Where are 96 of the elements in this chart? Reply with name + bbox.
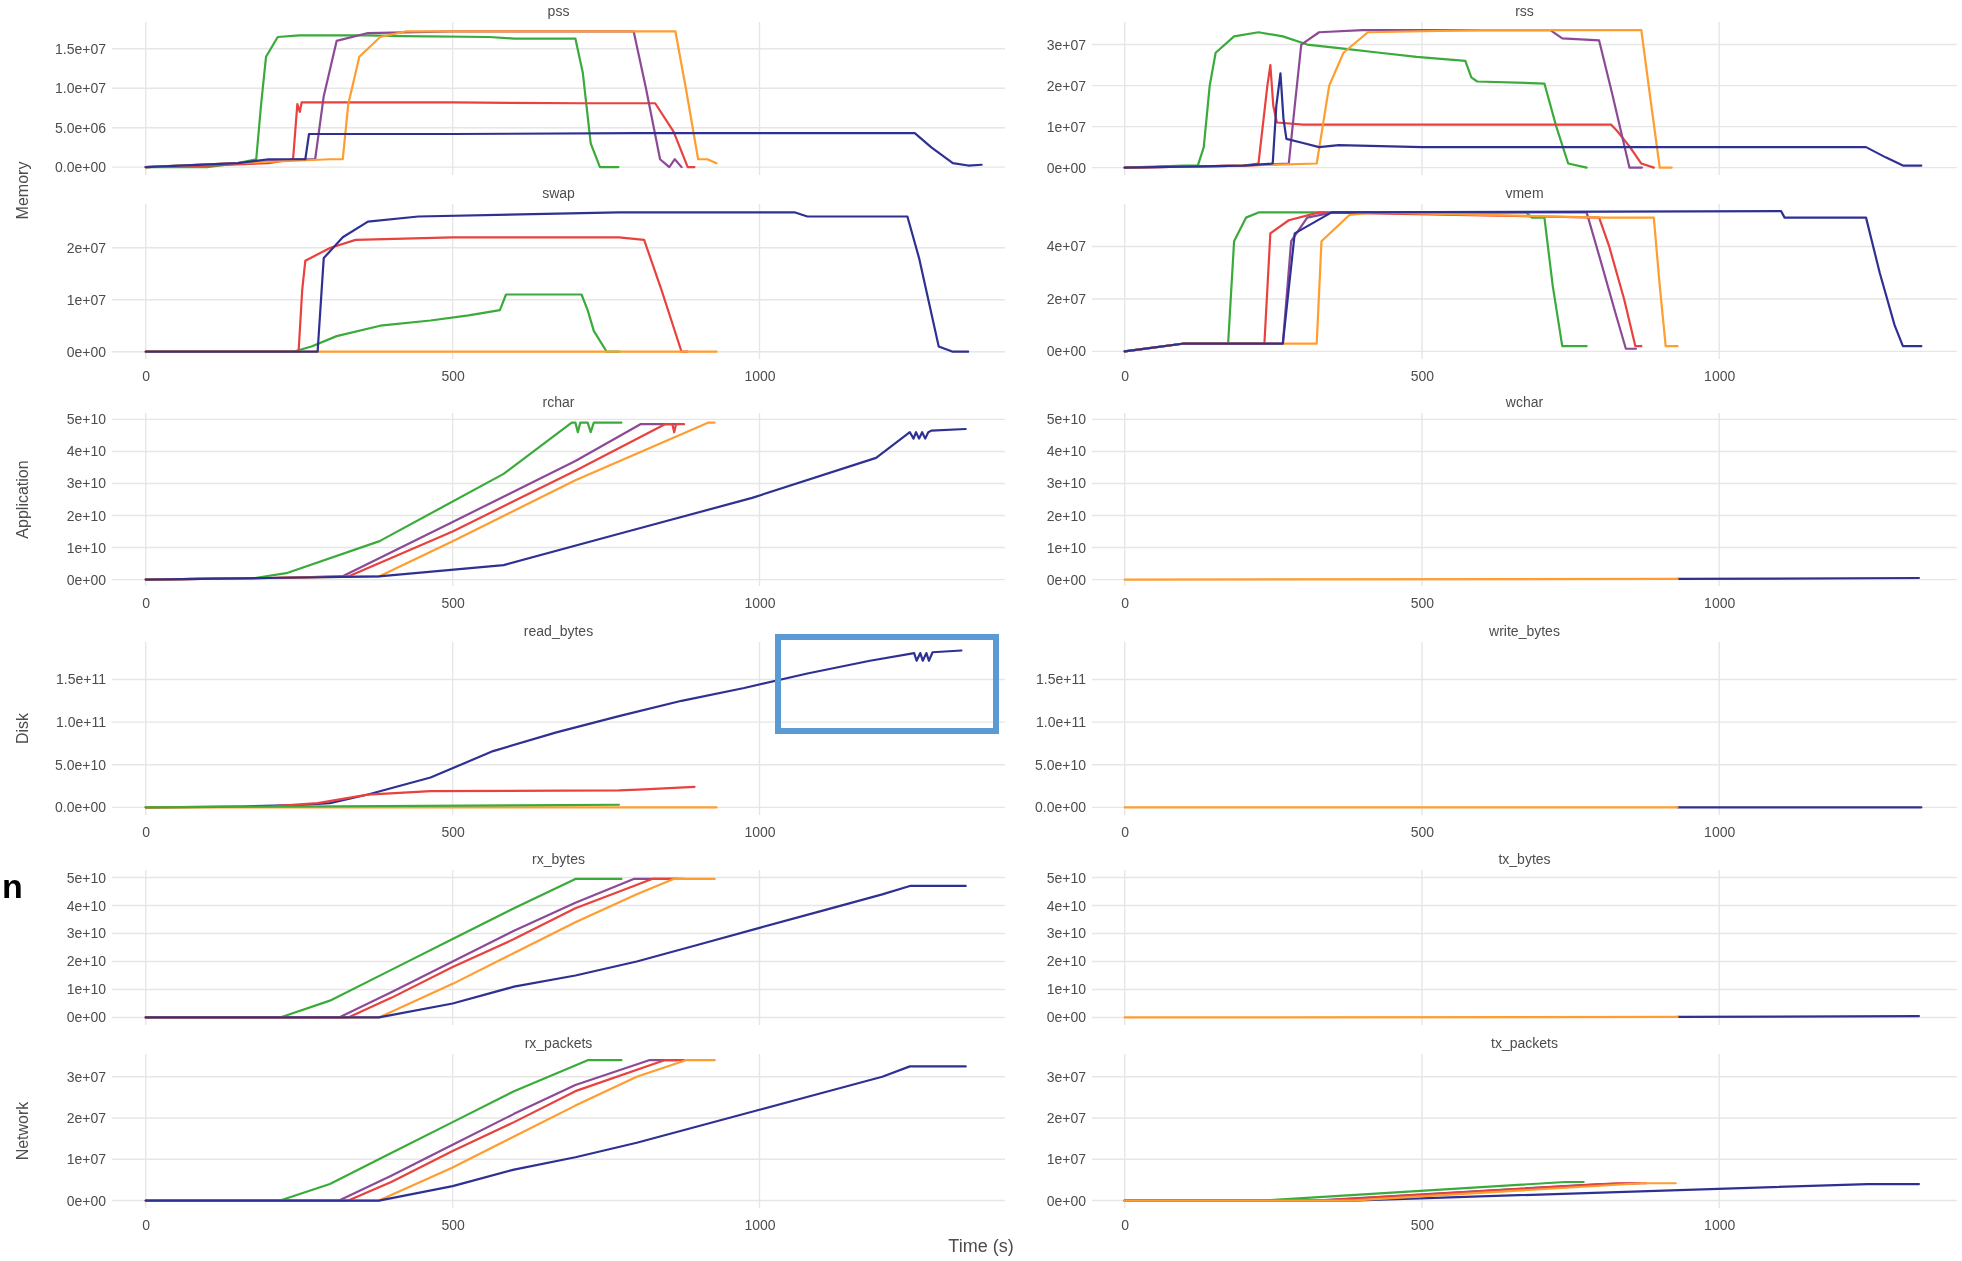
x-tick-label: 1000 xyxy=(744,594,776,611)
chart-title: read_bytes xyxy=(523,623,594,639)
y-tick-label: 0e+00 xyxy=(1046,343,1087,360)
x-tick-label: 500 xyxy=(441,1216,466,1233)
chart-title: rss xyxy=(1515,3,1534,19)
x-tick-label: 0 xyxy=(142,1216,151,1233)
chart-title: rx_bytes xyxy=(532,851,585,867)
y-tick-label: 1e+10 xyxy=(66,539,107,556)
y-tick-label: 4e+10 xyxy=(66,897,107,914)
y-tick-label: 0e+00 xyxy=(66,1192,107,1209)
y-tick-label: 4e+10 xyxy=(1046,443,1087,460)
y-tick-label: 4e+07 xyxy=(1046,238,1087,255)
y-tick-label: 2e+10 xyxy=(1046,507,1087,524)
chart-title: vmem xyxy=(1505,185,1544,201)
y-tick-label: 5.0e+10 xyxy=(55,756,107,773)
y-tick-label: 5e+10 xyxy=(66,869,107,886)
y-axis-title: Disk xyxy=(14,711,31,745)
y-tick-label: 0.0e+00 xyxy=(55,799,107,816)
y-tick-label: 0e+00 xyxy=(66,571,107,588)
y-axis-title: Application xyxy=(14,460,31,539)
y-tick-label: 2e+07 xyxy=(66,1109,107,1126)
chart-title: write_bytes xyxy=(1488,623,1560,639)
y-tick-label: 2e+07 xyxy=(1046,290,1087,307)
y-tick-label: 3e+07 xyxy=(66,1068,107,1085)
y-tick-label: 5.0e+10 xyxy=(1035,756,1087,773)
y-tick-label: 1e+10 xyxy=(1046,539,1087,556)
y-tick-label: 0e+00 xyxy=(66,343,107,360)
y-tick-label: 1.5e+07 xyxy=(55,40,107,57)
x-tick-label: 1000 xyxy=(1704,823,1736,840)
y-tick-label: 0e+00 xyxy=(1046,159,1087,176)
y-tick-label: 5e+10 xyxy=(1046,869,1087,886)
chart-title: tx_bytes xyxy=(1498,851,1551,867)
x-tick-label: 500 xyxy=(1410,1216,1435,1233)
x-tick-label: 0 xyxy=(142,823,151,840)
x-tick-label: 0 xyxy=(142,367,151,384)
y-tick-label: 3e+10 xyxy=(1046,925,1087,942)
chart-title: rchar xyxy=(542,394,575,410)
y-tick-label: 0e+00 xyxy=(1046,1009,1087,1026)
x-tick-label: 500 xyxy=(1410,367,1435,384)
x-tick-label: 1000 xyxy=(744,823,776,840)
x-tick-label: 0 xyxy=(142,594,151,611)
y-tick-label: 0e+00 xyxy=(66,1009,107,1026)
x-tick-label: 1000 xyxy=(1704,1216,1736,1233)
x-tick-label: 0 xyxy=(1121,1216,1130,1233)
y-tick-label: 0e+00 xyxy=(1046,571,1087,588)
y-axis-title: Network xyxy=(14,1100,31,1161)
x-tick-label: 0 xyxy=(1121,594,1130,611)
chart-title: rx_packets xyxy=(524,1035,593,1051)
y-tick-label: 2e+10 xyxy=(1046,953,1087,970)
y-tick-label: 5e+10 xyxy=(1046,411,1087,428)
x-tick-label: 1000 xyxy=(1704,367,1736,384)
y-tick-label: 4e+10 xyxy=(66,443,107,460)
y-tick-label: 4e+10 xyxy=(1046,897,1087,914)
y-axis-title: Memory xyxy=(14,161,31,220)
x-tick-label: 500 xyxy=(441,367,466,384)
x-tick-label: 1000 xyxy=(744,1216,776,1233)
y-tick-label: 2e+07 xyxy=(1046,77,1087,94)
x-tick-label: 500 xyxy=(1410,594,1435,611)
y-tick-label: 5e+10 xyxy=(66,411,107,428)
y-tick-label: 3e+10 xyxy=(66,475,107,492)
y-tick-label: 0.0e+00 xyxy=(55,159,107,176)
chart-title: pss xyxy=(547,3,570,19)
x-tick-label: 500 xyxy=(441,823,466,840)
y-tick-label: 1e+07 xyxy=(66,1151,107,1168)
y-tick-label: 3e+10 xyxy=(1046,475,1087,492)
x-tick-label: 500 xyxy=(1410,823,1435,840)
chart-title: tx_packets xyxy=(1491,1035,1558,1051)
y-tick-label: 1.0e+11 xyxy=(1036,714,1087,731)
x-tick-label: 1000 xyxy=(744,367,776,384)
y-tick-label: 2e+07 xyxy=(66,239,107,256)
y-tick-label: 1e+10 xyxy=(1046,981,1087,998)
y-tick-label: 1e+07 xyxy=(1046,118,1087,135)
y-tick-label: 3e+07 xyxy=(1046,36,1087,53)
y-tick-label: 2e+07 xyxy=(1046,1109,1087,1126)
y-tick-label: 0.0e+00 xyxy=(1035,799,1087,816)
y-tick-label: 1e+07 xyxy=(66,291,107,308)
y-tick-label: 1e+10 xyxy=(66,981,107,998)
y-tick-label: 1e+07 xyxy=(1046,1151,1087,1168)
x-tick-label: 500 xyxy=(441,594,466,611)
y-tick-label: 2e+10 xyxy=(66,507,107,524)
x-tick-label: 1000 xyxy=(1704,594,1736,611)
x-axis-title: Time (s) xyxy=(948,1236,1014,1256)
y-tick-label: 5.0e+06 xyxy=(55,119,107,136)
y-tick-label: 1.5e+11 xyxy=(1036,671,1087,688)
y-tick-label: 3e+10 xyxy=(66,925,107,942)
y-tick-label: 3e+07 xyxy=(1046,1068,1087,1085)
y-tick-label: 1.0e+07 xyxy=(55,80,107,97)
text: n xyxy=(2,867,23,905)
x-tick-label: 0 xyxy=(1121,823,1130,840)
y-tick-label: 2e+10 xyxy=(66,953,107,970)
y-tick-label: 1.5e+11 xyxy=(56,671,107,688)
y-tick-label: 1.0e+11 xyxy=(56,714,107,731)
chart-title: swap xyxy=(542,185,576,201)
chart-title: wchar xyxy=(1504,394,1544,410)
x-tick-label: 0 xyxy=(1121,367,1130,384)
y-tick-label: 0e+00 xyxy=(1046,1192,1087,1209)
